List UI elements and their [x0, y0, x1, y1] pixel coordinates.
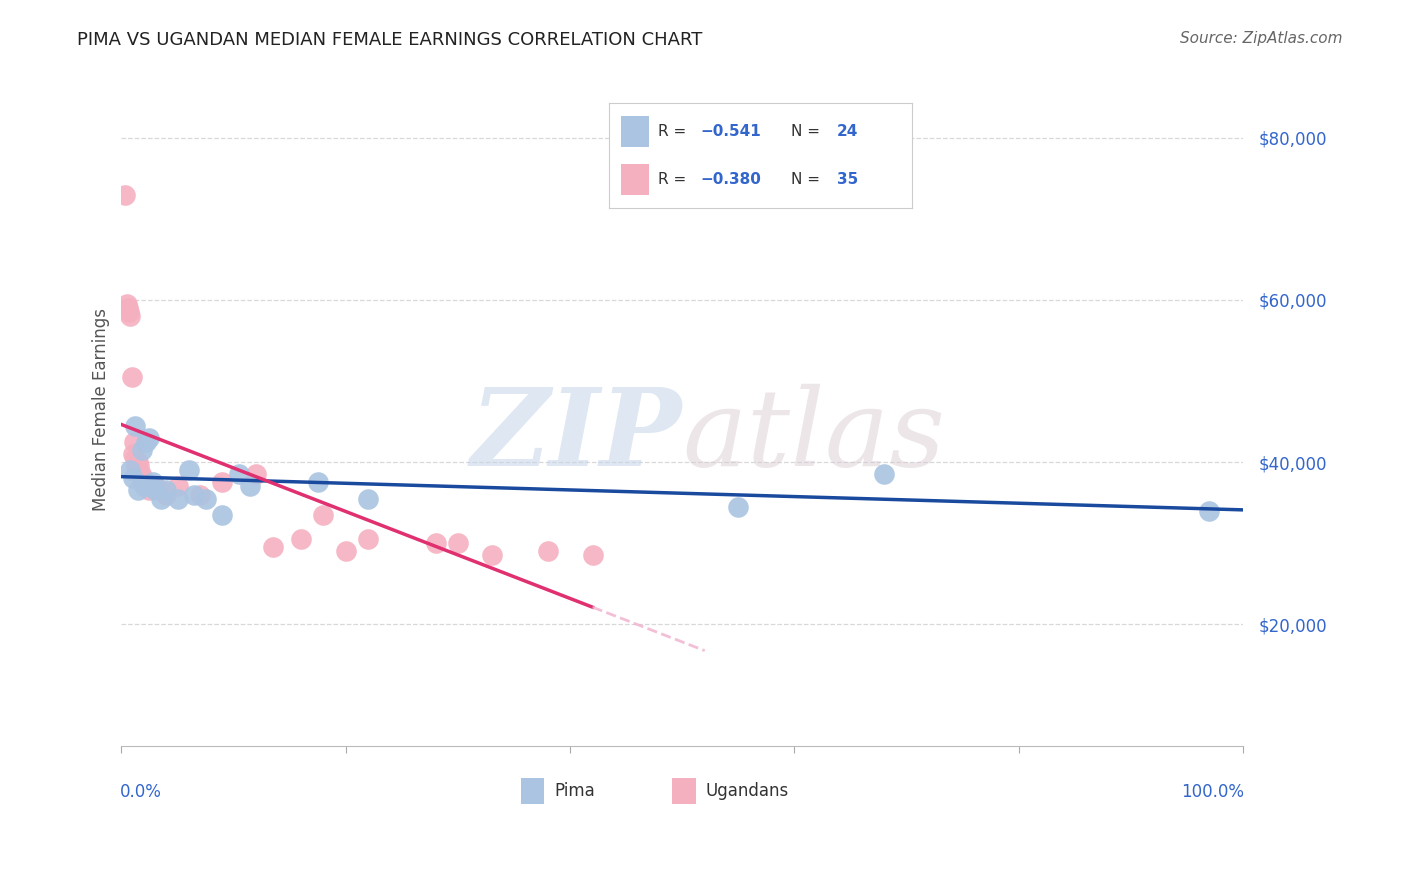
- Text: ZIP: ZIP: [471, 384, 682, 490]
- Point: [357, 491, 380, 506]
- Point: [142, 475, 165, 490]
- Point: [183, 487, 205, 501]
- Point: [155, 487, 177, 501]
- Point: [143, 483, 166, 498]
- Point: [357, 532, 380, 546]
- Point: [194, 491, 217, 506]
- Point: [127, 455, 149, 469]
- Point: [149, 491, 172, 506]
- Point: [125, 459, 148, 474]
- Text: atlas: atlas: [682, 384, 945, 489]
- Point: [262, 541, 284, 555]
- Point: [149, 483, 172, 498]
- Point: [132, 479, 155, 493]
- Point: [425, 536, 447, 550]
- Point: [239, 479, 262, 493]
- Point: [115, 297, 138, 311]
- Point: [127, 455, 149, 469]
- Text: PIMA VS UGANDAN MEDIAN FEMALE EARNINGS CORRELATION CHART: PIMA VS UGANDAN MEDIAN FEMALE EARNINGS C…: [77, 31, 703, 49]
- Point: [447, 536, 470, 550]
- Point: [312, 508, 335, 522]
- Text: Source: ZipAtlas.com: Source: ZipAtlas.com: [1180, 31, 1343, 46]
- Point: [228, 467, 250, 482]
- Point: [307, 475, 329, 490]
- Point: [124, 418, 146, 433]
- Point: [135, 434, 157, 449]
- Point: [138, 431, 160, 445]
- Point: [290, 532, 312, 546]
- Point: [124, 451, 146, 466]
- Point: [128, 459, 150, 474]
- Point: [120, 463, 142, 477]
- Point: [873, 467, 896, 482]
- Point: [131, 442, 153, 457]
- Point: [245, 467, 267, 482]
- Y-axis label: Median Female Earnings: Median Female Earnings: [93, 308, 110, 511]
- Point: [121, 447, 143, 461]
- Point: [114, 187, 136, 202]
- Point: [155, 483, 177, 498]
- Point: [1198, 504, 1220, 518]
- Point: [143, 479, 166, 493]
- Point: [120, 309, 142, 323]
- Point: [122, 434, 145, 449]
- Point: [335, 544, 357, 558]
- Point: [481, 549, 503, 563]
- Point: [117, 301, 139, 315]
- Point: [138, 483, 160, 498]
- Point: [121, 370, 143, 384]
- Point: [121, 471, 143, 485]
- Point: [727, 500, 749, 514]
- Point: [132, 471, 155, 485]
- Point: [211, 475, 233, 490]
- Point: [118, 305, 141, 319]
- Point: [177, 463, 200, 477]
- Point: [581, 549, 603, 563]
- Text: 0.0%: 0.0%: [121, 783, 162, 801]
- Point: [129, 467, 152, 482]
- Point: [166, 479, 188, 493]
- Point: [166, 491, 188, 506]
- Point: [188, 487, 211, 501]
- Point: [211, 508, 233, 522]
- Point: [132, 475, 155, 490]
- Text: 100.0%: 100.0%: [1181, 783, 1244, 801]
- Point: [131, 475, 153, 490]
- Point: [127, 483, 149, 498]
- Point: [537, 544, 560, 558]
